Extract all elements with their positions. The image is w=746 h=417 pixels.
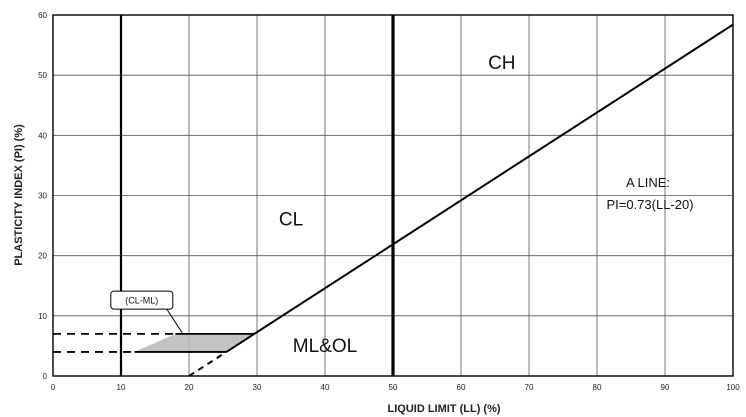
grid [52, 14, 734, 377]
x-tick-label: 50 [389, 383, 398, 392]
cl-ml-label: (CL-ML) [125, 296, 158, 306]
x-tick-label: 90 [661, 383, 670, 392]
y-tick-label: 40 [38, 131, 47, 140]
cl-ml-leader [166, 308, 183, 334]
x-tick-label: 30 [253, 383, 262, 392]
shaded-zone: (CL-ML) [53, 290, 255, 353]
x-tick-label: 10 [117, 383, 126, 392]
y-tick-label: 10 [38, 312, 47, 321]
x-tick-label: 70 [525, 383, 534, 392]
a-line-extension [188, 351, 227, 377]
y-tick-label: 0 [43, 372, 48, 381]
x-tick-label: 80 [593, 383, 602, 392]
a-line-label: A LINE: [626, 175, 670, 190]
x-tick-label: 0 [51, 383, 56, 392]
series-group [188, 23, 734, 377]
x-tick-label: 20 [185, 383, 194, 392]
cl-ml-hatch [134, 333, 255, 352]
a-line [225, 23, 734, 353]
x-tick-label: 40 [321, 383, 330, 392]
y-tick-label: 60 [38, 11, 47, 20]
x-tick-label: 100 [726, 383, 740, 392]
tick-labels: 0 10 20 30 40 50 60 70 80 90 100 0 10 20 30 40 50 60 [38, 11, 740, 392]
y-axis-title: PLASTICITY INDEX (PI) (%) [13, 124, 25, 266]
plot-frame [52, 14, 734, 377]
region-label: CL [279, 210, 303, 231]
region-label: CH [488, 53, 515, 74]
cl-ml-label-box [110, 290, 174, 310]
region-label: ML&OL [293, 336, 357, 357]
region-labels: CH CL ML&OL [279, 53, 516, 357]
x-tick-label: 60 [457, 383, 466, 392]
y-tick-label: 20 [38, 252, 47, 261]
y-tick-label: 50 [38, 71, 47, 80]
x-axis-title: LIQUID LIMIT (LL) (%) [387, 403, 500, 415]
a-line-equation: PI=0.73(LL-20) [606, 197, 693, 212]
y-tick-label: 30 [38, 192, 47, 201]
